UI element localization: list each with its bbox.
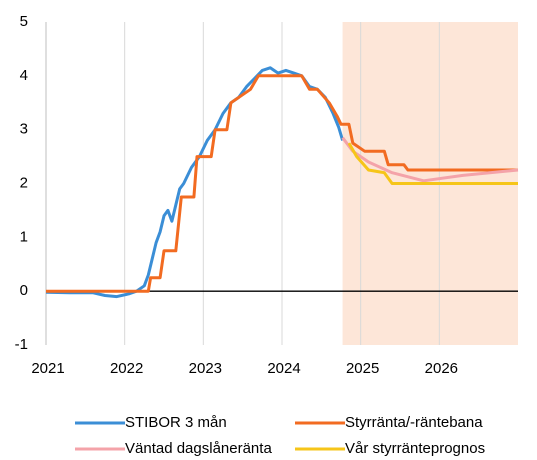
x-tick-label: 2026 bbox=[425, 360, 458, 377]
x-tick-label: 2024 bbox=[267, 360, 300, 377]
x-tick-label: 2025 bbox=[346, 360, 379, 377]
y-tick-label: 2 bbox=[20, 174, 28, 191]
x-tick-label: 2022 bbox=[110, 360, 143, 377]
y-tick-label: -1 bbox=[15, 336, 28, 353]
y-tick-label: 0 bbox=[20, 282, 28, 299]
x-tick-label: 2023 bbox=[189, 360, 222, 377]
y-tick-label: 5 bbox=[20, 13, 28, 30]
legend-label: Styrränta/-räntebana bbox=[345, 414, 483, 431]
legend-label: Vår styrränteprognos bbox=[345, 440, 485, 457]
y-tick-label: 1 bbox=[20, 228, 28, 245]
y-tick-label: 4 bbox=[20, 67, 28, 84]
legend-label: STIBOR 3 mån bbox=[125, 414, 227, 431]
x-tick-label: 2021 bbox=[31, 360, 64, 377]
y-tick-label: 3 bbox=[20, 121, 28, 138]
legend-label: Väntad dagslåneränta bbox=[125, 440, 272, 457]
series-line bbox=[347, 142, 518, 185]
series-line bbox=[46, 74, 518, 293]
